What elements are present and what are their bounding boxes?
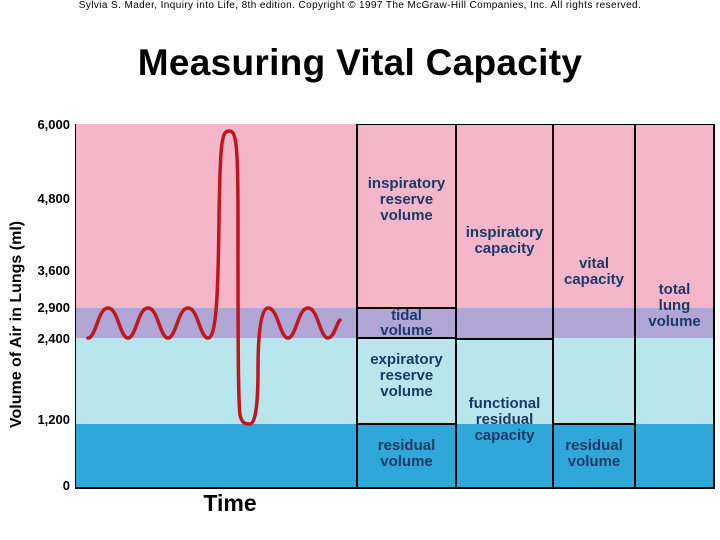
label-line: functional [468, 395, 541, 412]
x-axis-label: Time [203, 490, 257, 516]
y-tick-4800: 4,800 [37, 191, 70, 206]
label-line: volume [380, 453, 433, 470]
label-line: volume [380, 383, 433, 400]
y-tick-3600: 3,600 [37, 263, 70, 278]
label-total-lung-volume: total lung volume [635, 282, 714, 330]
label-line: residual [377, 437, 436, 454]
lung-volume-diagram [75, 124, 715, 489]
label-line: tidal [391, 307, 422, 324]
label-vital-capacity: vital capacity [553, 256, 635, 288]
label-line: inspiratory [367, 175, 446, 192]
label-line: capacity [563, 271, 625, 288]
label-line: expiratory [370, 351, 443, 368]
label-expiratory-reserve-volume: expiratory reserve volume [357, 352, 456, 400]
diagram-title: Measuring Vital Capacity [137, 42, 583, 83]
label-residual-volume-2: residual volume [553, 438, 635, 470]
label-line: volume [380, 322, 433, 339]
column-boxes [356, 124, 715, 489]
label-line: residual [475, 411, 534, 428]
label-line: vital [578, 255, 609, 272]
label-tidal-volume: tidal volume [357, 308, 456, 338]
y-tick-1200: 1,200 [37, 412, 70, 427]
residual-zone-band [75, 424, 715, 488]
label-line: residual [565, 437, 623, 454]
label-line: total [658, 281, 691, 298]
y-axis-label: Volume of Air in Lungs (ml) [8, 220, 25, 428]
label-line: reserve [379, 367, 434, 384]
label-functional-residual-capacity: functional residual capacity [456, 396, 553, 444]
label-line: lung [658, 297, 691, 314]
expiratory-zone-band [75, 338, 715, 424]
copyright-credit: Sylvia S. Mader, Inquiry into Life, 8th … [78, 0, 642, 11]
y-tick-0: 0 [62, 478, 70, 493]
breathing-trace [86, 129, 342, 426]
label-line: inspiratory [465, 224, 544, 241]
label-line: volume [567, 453, 621, 470]
inspiratory-zone-band [75, 124, 715, 308]
label-inspiratory-reserve-volume: inspiratory reserve volume [357, 176, 456, 224]
y-tick-2900: 2,900 [37, 300, 70, 315]
label-line: reserve [379, 191, 434, 208]
box-total-lung [634, 124, 715, 489]
label-inspiratory-capacity: inspiratory capacity [456, 225, 553, 257]
y-tick-6000: 6,000 [37, 117, 70, 132]
label-line: volume [648, 313, 701, 330]
label-line: capacity [474, 427, 535, 444]
y-tick-2400: 2,400 [37, 331, 70, 346]
label-residual-volume-1: residual volume [357, 438, 456, 470]
label-line: volume [380, 207, 433, 224]
label-line: capacity [474, 240, 535, 257]
